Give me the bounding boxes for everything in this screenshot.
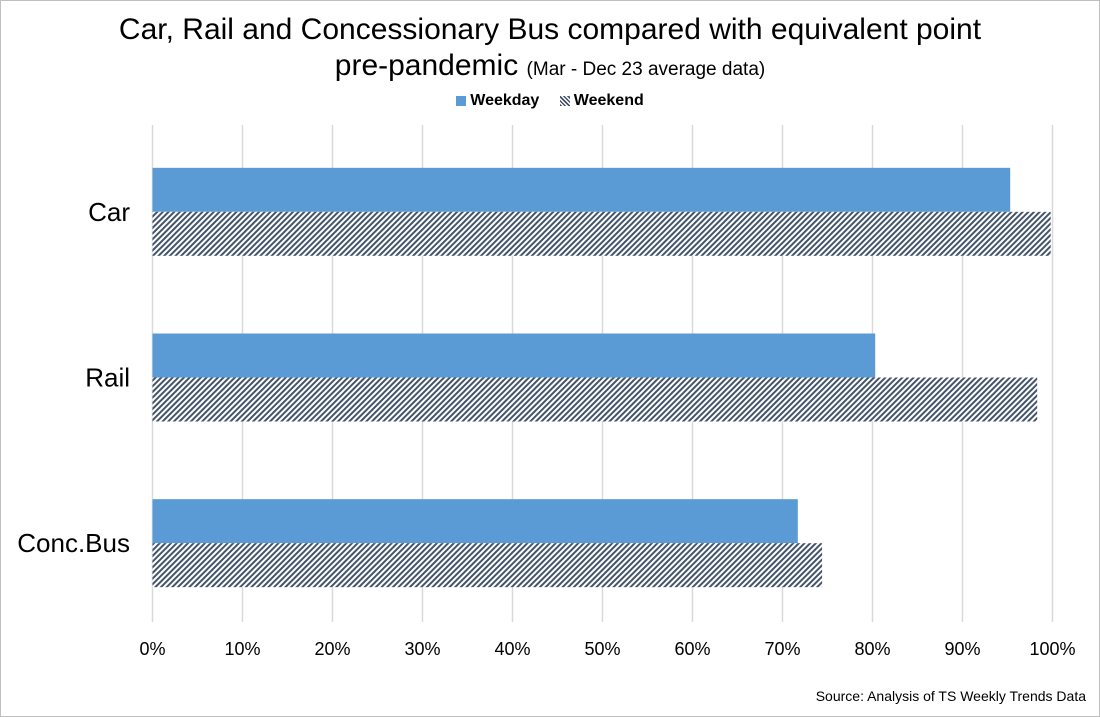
bar-weekday-car bbox=[152, 167, 1011, 212]
x-tick-label: 80% bbox=[854, 639, 890, 659]
x-tick-label: 100% bbox=[1029, 639, 1075, 659]
legend-weekend: Weekend bbox=[559, 92, 644, 110]
legend: Weekday Weekend bbox=[0, 92, 1100, 111]
x-tick-label: 20% bbox=[314, 639, 350, 659]
bar-weekday-concbus bbox=[152, 499, 798, 544]
x-tick-label: 10% bbox=[224, 639, 260, 659]
bar-weekend-car bbox=[152, 211, 1051, 256]
x-tick-label: 70% bbox=[764, 639, 800, 659]
chart-title-block: Car, Rail and Concessionary Bus compared… bbox=[100, 12, 1000, 88]
legend-swatch-weekday bbox=[456, 96, 467, 106]
x-tick-label: 50% bbox=[584, 639, 620, 659]
legend-swatch-weekend bbox=[559, 96, 570, 106]
category-label: Rail bbox=[85, 363, 130, 393]
bar-weekend-rail bbox=[152, 377, 1038, 422]
x-tick-label: 40% bbox=[494, 639, 530, 659]
chart-title: Car, Rail and Concessionary Bus compared… bbox=[118, 13, 982, 82]
x-tick-label: 30% bbox=[404, 639, 440, 659]
legend-label-weekend: Weekend bbox=[573, 92, 644, 109]
category-label: Car bbox=[88, 197, 130, 227]
x-tick-label: 0% bbox=[139, 639, 165, 659]
bar-weekend-concbus bbox=[152, 543, 823, 588]
source-note: Source: Analysis of TS Weekly Trends Dat… bbox=[815, 688, 1086, 704]
category-label: Conc.Bus bbox=[17, 528, 130, 558]
chart-subtitle: (Mar - Dec 23 average data) bbox=[526, 59, 766, 80]
legend-label-weekday: Weekday bbox=[470, 92, 540, 109]
bar-weekday-rail bbox=[152, 333, 876, 378]
x-tick-label: 90% bbox=[944, 639, 980, 659]
x-tick-label: 60% bbox=[674, 639, 710, 659]
legend-weekday: Weekday bbox=[456, 92, 539, 110]
